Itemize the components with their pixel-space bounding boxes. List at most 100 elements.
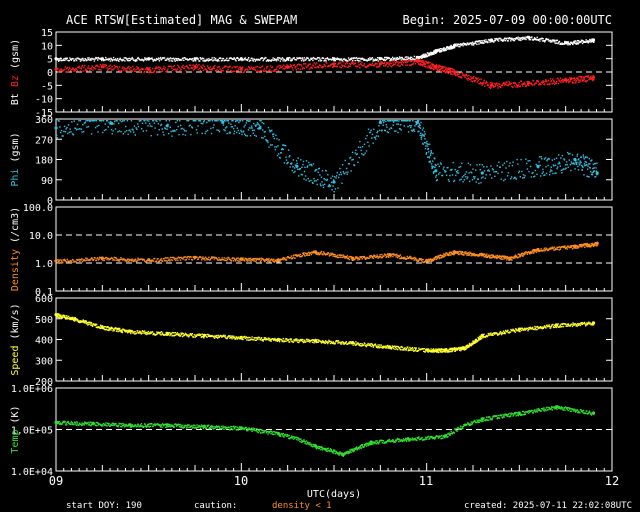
mag-trace-dot <box>574 42 576 44</box>
density-trace-dot <box>339 254 341 256</box>
mag-trace-dot <box>570 77 572 79</box>
mag-trace-dot <box>421 64 424 66</box>
speed-trace-dot <box>308 339 310 342</box>
phi-trace-dot <box>80 128 82 130</box>
density-trace-dot <box>410 256 412 258</box>
speed-trace-dot <box>298 341 300 344</box>
mag-trace-dot <box>146 59 148 61</box>
density-trace-dot <box>56 262 59 264</box>
phi-trace-dot <box>174 130 176 132</box>
mag-trace-dot <box>458 45 460 48</box>
phi-trace-dot <box>237 120 239 122</box>
mag-trace-dot <box>439 65 441 67</box>
mag-trace-dot <box>439 50 442 53</box>
speed-trace-dot <box>255 339 257 341</box>
density-trace-dot <box>188 258 190 260</box>
mag-trace-dot <box>558 40 561 43</box>
mag-trace-dot <box>404 59 406 61</box>
mag-trace-dot <box>533 37 536 39</box>
mag-trace-dot <box>587 42 589 44</box>
mag-trace-dot <box>593 79 595 81</box>
speed-trace-dot <box>170 333 173 335</box>
speed-trace-dot <box>87 324 89 326</box>
density-trace-dot <box>376 254 378 256</box>
density-trace-dot <box>477 254 479 256</box>
density-trace-dot <box>251 259 254 261</box>
phi-trace-dot <box>181 127 183 130</box>
phi-y-label-part-0: Phi <box>10 169 21 187</box>
mag-trace-dot <box>234 58 236 60</box>
mag-trace-dot <box>63 59 66 62</box>
mag-trace-dot <box>539 40 541 42</box>
density-trace-dot <box>282 257 284 260</box>
phi-trace-dot <box>295 160 298 162</box>
mag-trace-dot <box>458 43 461 46</box>
speed-trace-dot <box>264 338 266 340</box>
mag-trace-dot <box>226 70 228 72</box>
phi-trace-dot <box>225 120 227 122</box>
mag-trace-dot <box>71 58 73 60</box>
speed-trace-dot <box>213 336 215 338</box>
density-trace-dot <box>206 259 208 261</box>
phi-trace-dot <box>423 134 425 136</box>
phi-trace-dot <box>323 178 325 180</box>
phi-trace-dot <box>230 126 233 128</box>
mag-trace-dot <box>383 58 385 61</box>
speed-trace-dot <box>317 339 319 341</box>
mag-trace-dot <box>116 66 119 69</box>
density-trace-dot <box>498 256 500 258</box>
density-trace-dot <box>483 253 486 255</box>
density-trace-dot <box>175 259 177 262</box>
mag-trace-dot <box>470 43 473 45</box>
phi-trace-dot <box>370 129 372 131</box>
mag-trace-dot <box>496 39 499 41</box>
phi-trace-dot <box>408 120 410 122</box>
mag-trace-dot <box>95 65 97 67</box>
mag-trace-dot <box>345 58 347 61</box>
mag-trace-dot <box>451 70 453 72</box>
phi-trace-dot <box>432 165 434 168</box>
density-trace-dot <box>70 260 72 262</box>
density-trace-dot <box>161 260 164 262</box>
density-trace-dot <box>461 253 463 255</box>
phi-trace-dot <box>326 179 328 182</box>
mag-trace-dot <box>525 38 527 41</box>
mag-trace-dot <box>150 58 153 60</box>
mag-trace-dot <box>437 48 439 51</box>
mag-trace-dot <box>122 58 124 61</box>
density-trace-dot <box>241 259 243 262</box>
phi-trace-dot <box>558 161 560 163</box>
mag-trace-dot <box>578 40 580 42</box>
mag-trace-dot <box>513 82 515 84</box>
density-trace-dot <box>339 256 342 258</box>
phi-trace-dot <box>77 128 79 130</box>
mag-trace-dot <box>398 56 401 58</box>
phi-trace-dot <box>129 131 132 133</box>
density-trace-dot <box>553 246 556 248</box>
speed-trace-dot <box>67 315 70 318</box>
mag-trace-dot <box>277 57 279 59</box>
mag-trace-dot <box>107 59 109 61</box>
mag-trace-dot <box>303 67 305 70</box>
density-trace-dot <box>450 254 452 256</box>
mag-trace-dot <box>155 58 158 60</box>
mag-trace-dot <box>197 69 199 71</box>
mag-trace-dot <box>438 66 440 68</box>
mag-trace-dot <box>398 58 400 60</box>
mag-trace-dot <box>311 57 313 60</box>
mag-trace-dot <box>109 60 111 62</box>
phi-trace-dot <box>316 169 318 171</box>
phi-trace-dot <box>419 134 421 137</box>
mag-trace-dot <box>470 80 472 82</box>
mag-trace-dot <box>265 67 268 69</box>
density-trace-dot <box>427 261 429 263</box>
speed-trace-dot <box>320 342 323 344</box>
density-trace-dot <box>440 254 442 257</box>
density-trace-dot <box>563 246 566 249</box>
phi-trace-dot <box>138 120 140 122</box>
speed-trace-dot <box>223 335 226 338</box>
speed-trace-dot <box>200 336 202 338</box>
mag-trace-dot <box>408 57 410 59</box>
mag-trace-dot <box>160 71 162 73</box>
mag-trace-dot <box>481 42 483 44</box>
